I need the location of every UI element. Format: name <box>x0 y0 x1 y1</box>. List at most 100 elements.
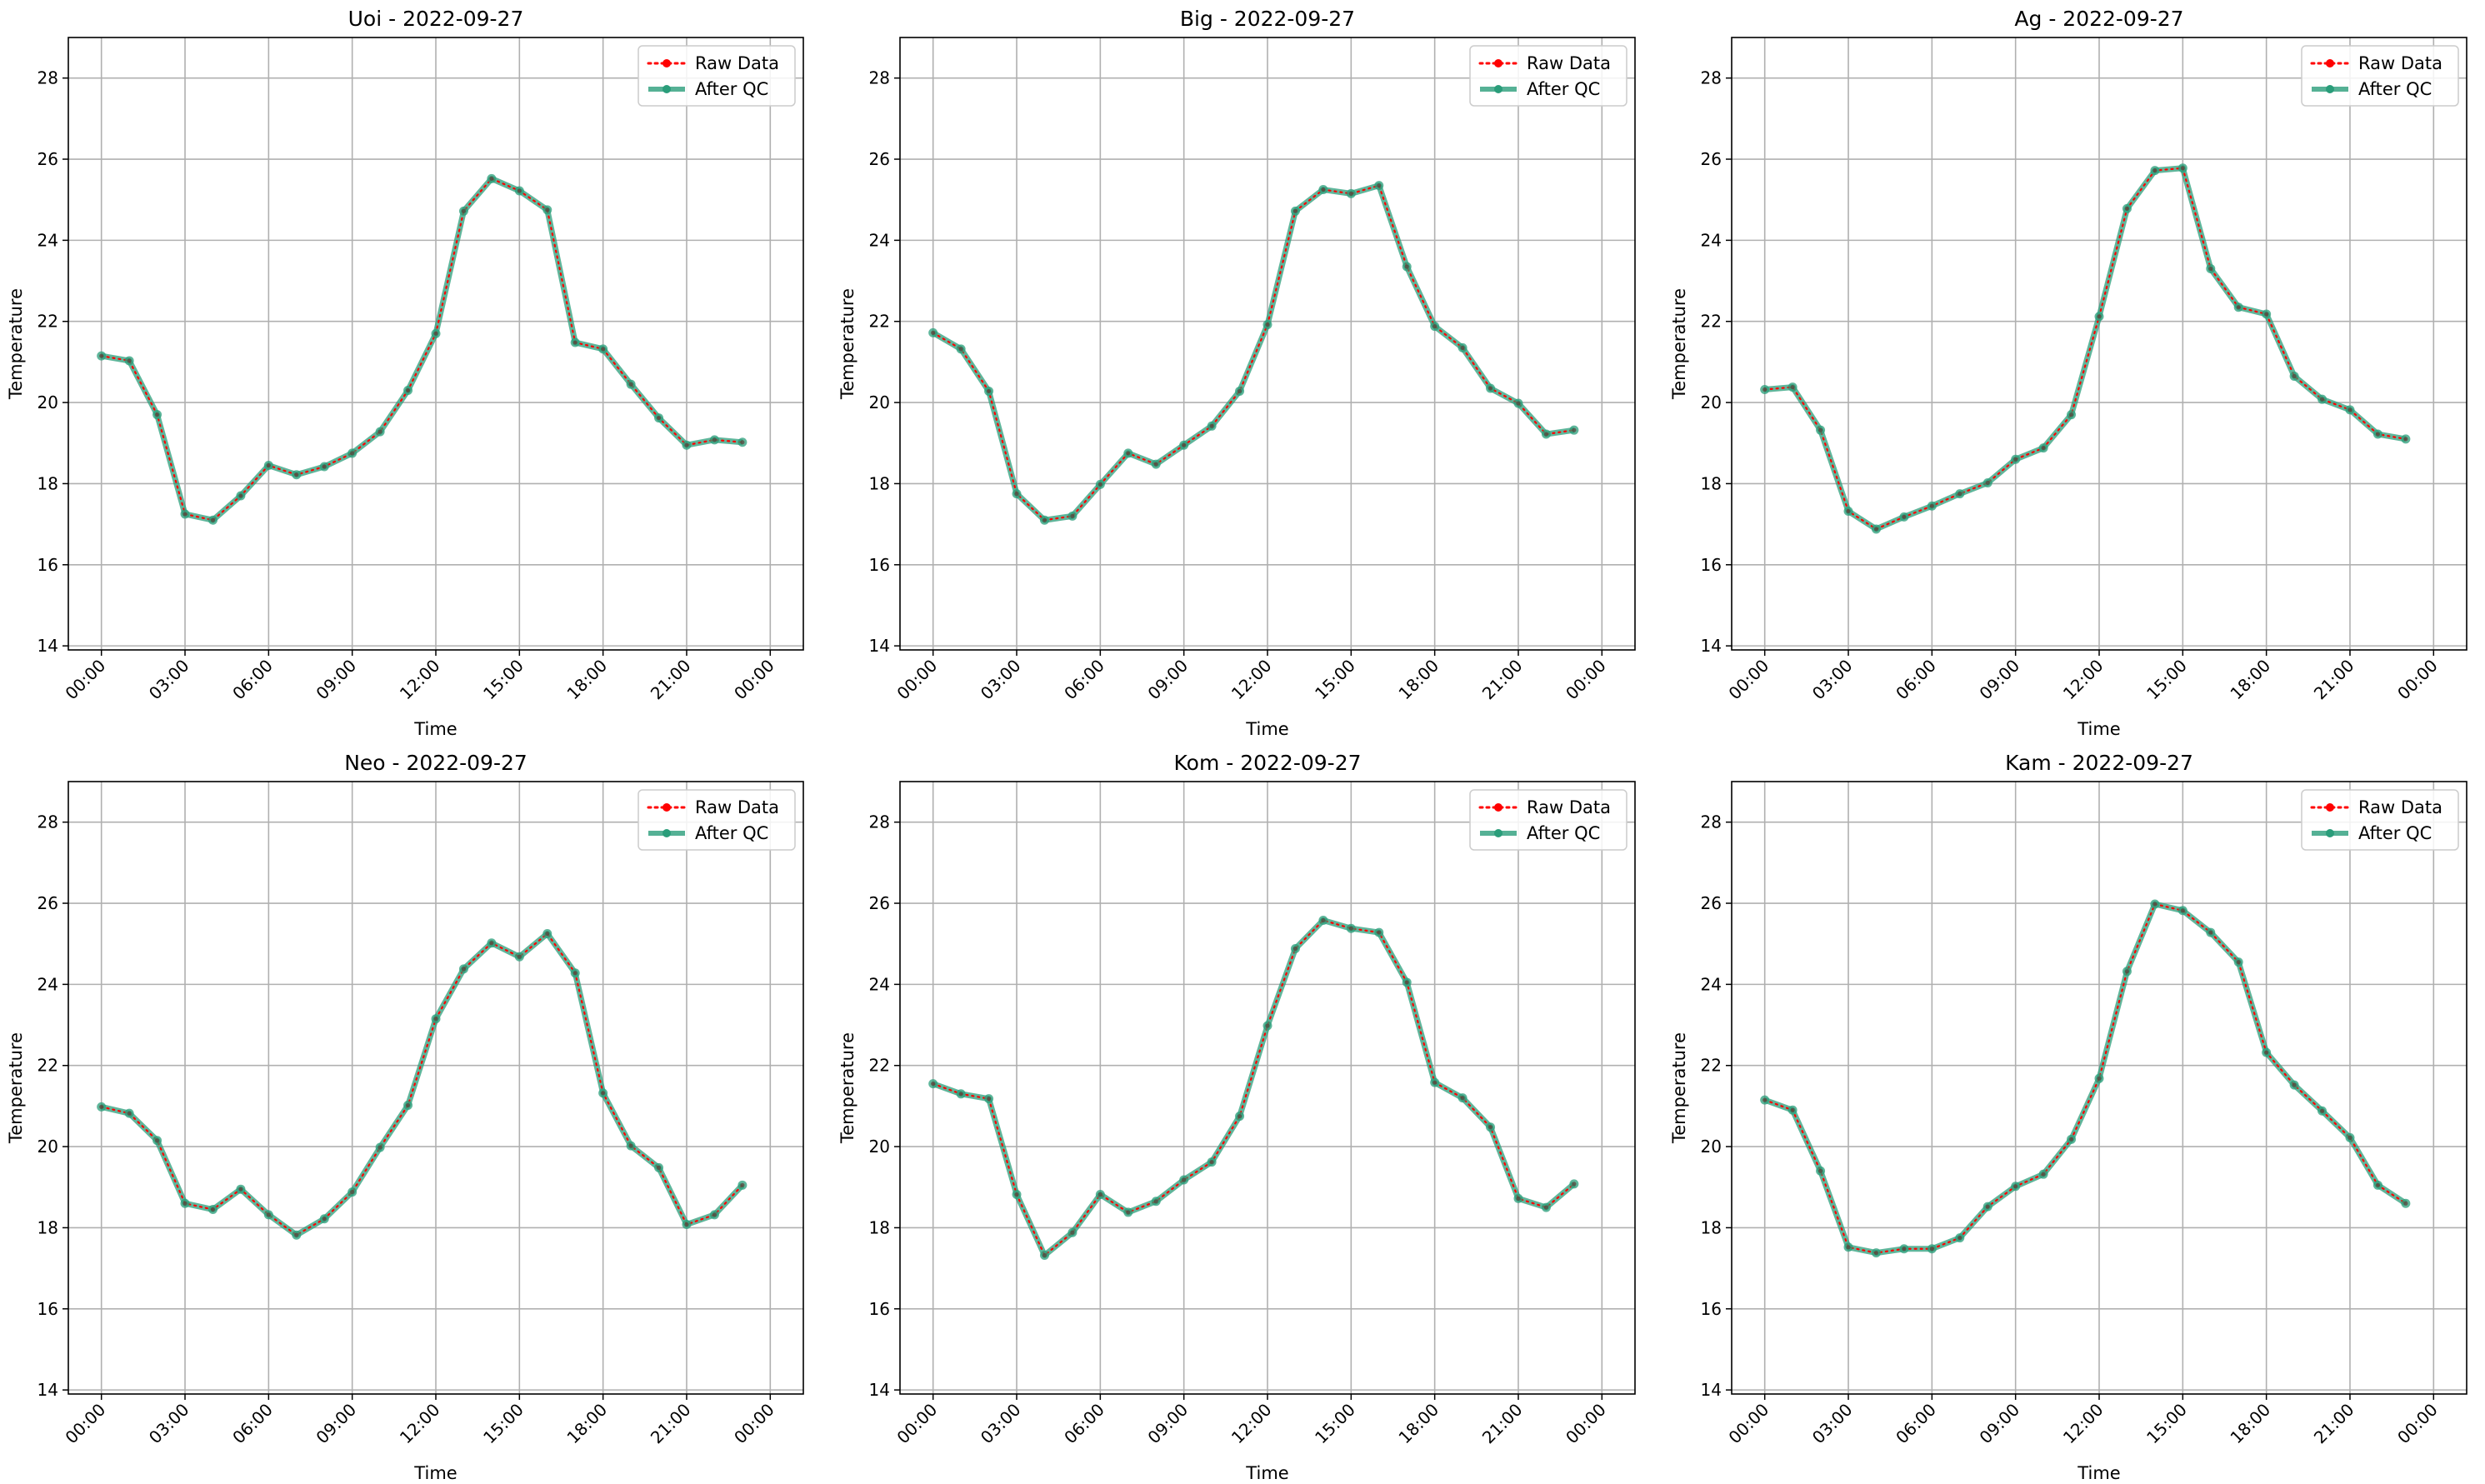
y-tick-label: 26 <box>869 149 890 169</box>
y-tick-label: 26 <box>1701 149 1722 169</box>
x-axis-label: Time <box>1245 719 1288 739</box>
raw-data-point <box>931 330 936 335</box>
raw-data-point <box>1762 387 1768 392</box>
raw-data-point <box>1488 386 1493 391</box>
subplot: 14 16 18 20 22 24 26 28 00:00 03:00 06:00 09:00 12:0… <box>838 7 1636 739</box>
raw-data-point <box>127 358 132 363</box>
y-tick-label: 28 <box>1701 812 1722 832</box>
raw-data-point <box>489 941 494 946</box>
raw-data-point <box>1126 1210 1131 1215</box>
y-tick-label: 26 <box>869 893 890 913</box>
y-tick-label: 20 <box>1701 392 1722 412</box>
legend-marker-after-qc <box>2326 829 2334 837</box>
legend-label-after-qc: After QC <box>1527 823 1600 843</box>
y-tick-label: 28 <box>869 68 890 88</box>
raw-data-point <box>2124 969 2130 974</box>
legend-label-raw-data: Raw Data <box>1527 797 1611 817</box>
raw-data-point <box>1321 917 1326 923</box>
x-tick-label: 09:00 <box>312 656 360 704</box>
raw-data-point <box>2375 1182 2381 1187</box>
raw-data-point <box>2236 960 2241 965</box>
raw-data-point <box>1929 1247 1934 1252</box>
raw-data-point <box>2348 407 2352 412</box>
legend-label-raw-data: Raw Data <box>2358 797 2442 817</box>
raw-data-point <box>740 1182 745 1187</box>
series-line-raw-data <box>100 932 743 1237</box>
y-tick-label: 24 <box>1701 230 1722 250</box>
legend-marker-after-qc <box>662 85 671 93</box>
subplot: 14 16 18 20 22 24 26 28 00:00 03:00 06:00 09:00 12:0… <box>838 751 1636 1483</box>
legend-marker-raw-data <box>662 803 671 812</box>
axes-frame <box>1731 781 2468 1395</box>
y-tick-label: 24 <box>1701 974 1722 994</box>
raw-data-point <box>712 437 718 442</box>
x-tick-label: 03:00 <box>977 1400 1025 1448</box>
series-line-raw-data <box>1763 167 2407 531</box>
raw-data-point <box>154 1138 160 1143</box>
raw-data-point <box>378 1145 382 1150</box>
chart-title: Uoi - 2022-09-27 <box>348 7 524 31</box>
raw-data-point <box>1958 1235 1962 1241</box>
chart-title: Big - 2022-09-27 <box>1180 7 1355 31</box>
raw-data-point <box>1873 527 1879 532</box>
chart-title: Kam - 2022-09-27 <box>2005 751 2193 775</box>
y-tick-label: 14 <box>1701 636 1722 656</box>
x-tick-label: 00:00 <box>61 656 109 704</box>
raw-data-point <box>958 347 963 352</box>
raw-data-point <box>1818 427 1823 432</box>
raw-data-point <box>1902 514 1907 519</box>
raw-data-point <box>545 207 550 212</box>
x-tick-label: 15:00 <box>2142 656 2191 704</box>
raw-data-point <box>2152 902 2158 907</box>
raw-data-point <box>322 1217 327 1222</box>
x-tick-label: 09:00 <box>1975 1400 2023 1448</box>
raw-data-point <box>1209 1159 1214 1165</box>
x-tick-label: 03:00 <box>145 1400 193 1448</box>
y-tick-label: 26 <box>38 149 58 169</box>
y-tick-label: 14 <box>869 1380 890 1400</box>
y-tick-label: 18 <box>1701 473 1722 493</box>
legend-marker-raw-data <box>1494 59 1502 67</box>
raw-data-point <box>1153 1199 1158 1204</box>
y-tick-label: 16 <box>1701 555 1722 575</box>
raw-data-point <box>1237 1113 1242 1119</box>
raw-data-point <box>1209 423 1214 428</box>
y-tick-label: 24 <box>38 974 58 994</box>
legend-label-raw-data: Raw Data <box>695 797 779 817</box>
raw-data-point <box>656 1165 662 1170</box>
raw-data-point <box>1929 503 1934 508</box>
raw-data-point <box>1292 208 1298 213</box>
raw-data-point <box>350 1189 355 1195</box>
x-tick-label: 21:00 <box>1478 656 1527 704</box>
x-tick-label: 15:00 <box>1311 656 1359 704</box>
raw-data-point <box>712 1212 718 1217</box>
y-tick-label: 24 <box>38 230 58 250</box>
x-tick-label: 06:00 <box>1892 656 1940 704</box>
y-tick-label: 20 <box>869 392 890 412</box>
subplot: 14 16 18 20 22 24 26 28 00:00 03:00 06:00 09:00 12:0… <box>6 751 804 1483</box>
raw-data-point <box>2208 266 2213 272</box>
raw-data-point <box>958 1092 963 1097</box>
y-tick-label: 16 <box>38 555 58 575</box>
y-tick-label: 28 <box>38 68 58 88</box>
x-tick-label: 12:00 <box>396 1400 444 1448</box>
legend-label-after-qc: After QC <box>695 823 768 843</box>
x-tick-label: 06:00 <box>1060 1400 1108 1448</box>
x-tick-label: 18:00 <box>2226 656 2274 704</box>
raw-data-point <box>210 517 216 522</box>
raw-data-point <box>1014 1192 1019 1197</box>
raw-data-point <box>2403 437 2408 442</box>
y-axis-label: Temperature <box>838 1032 858 1144</box>
x-tick-label: 12:00 <box>396 656 444 704</box>
y-tick-label: 18 <box>869 1217 890 1237</box>
y-axis-label: Temperature <box>6 288 26 400</box>
y-tick-label: 18 <box>1701 1217 1722 1237</box>
legend-label-after-qc: After QC <box>1527 79 1600 99</box>
raw-data-point <box>1126 451 1131 456</box>
raw-data-point <box>1292 946 1298 952</box>
raw-data-point <box>2180 166 2185 171</box>
raw-data-point <box>1348 191 1353 197</box>
raw-data-point <box>684 1222 689 1227</box>
subplot: 14 16 18 20 22 24 26 28 00:00 03:00 06:00 09:00 12:0… <box>6 7 804 739</box>
legend-label-raw-data: Raw Data <box>695 53 779 73</box>
